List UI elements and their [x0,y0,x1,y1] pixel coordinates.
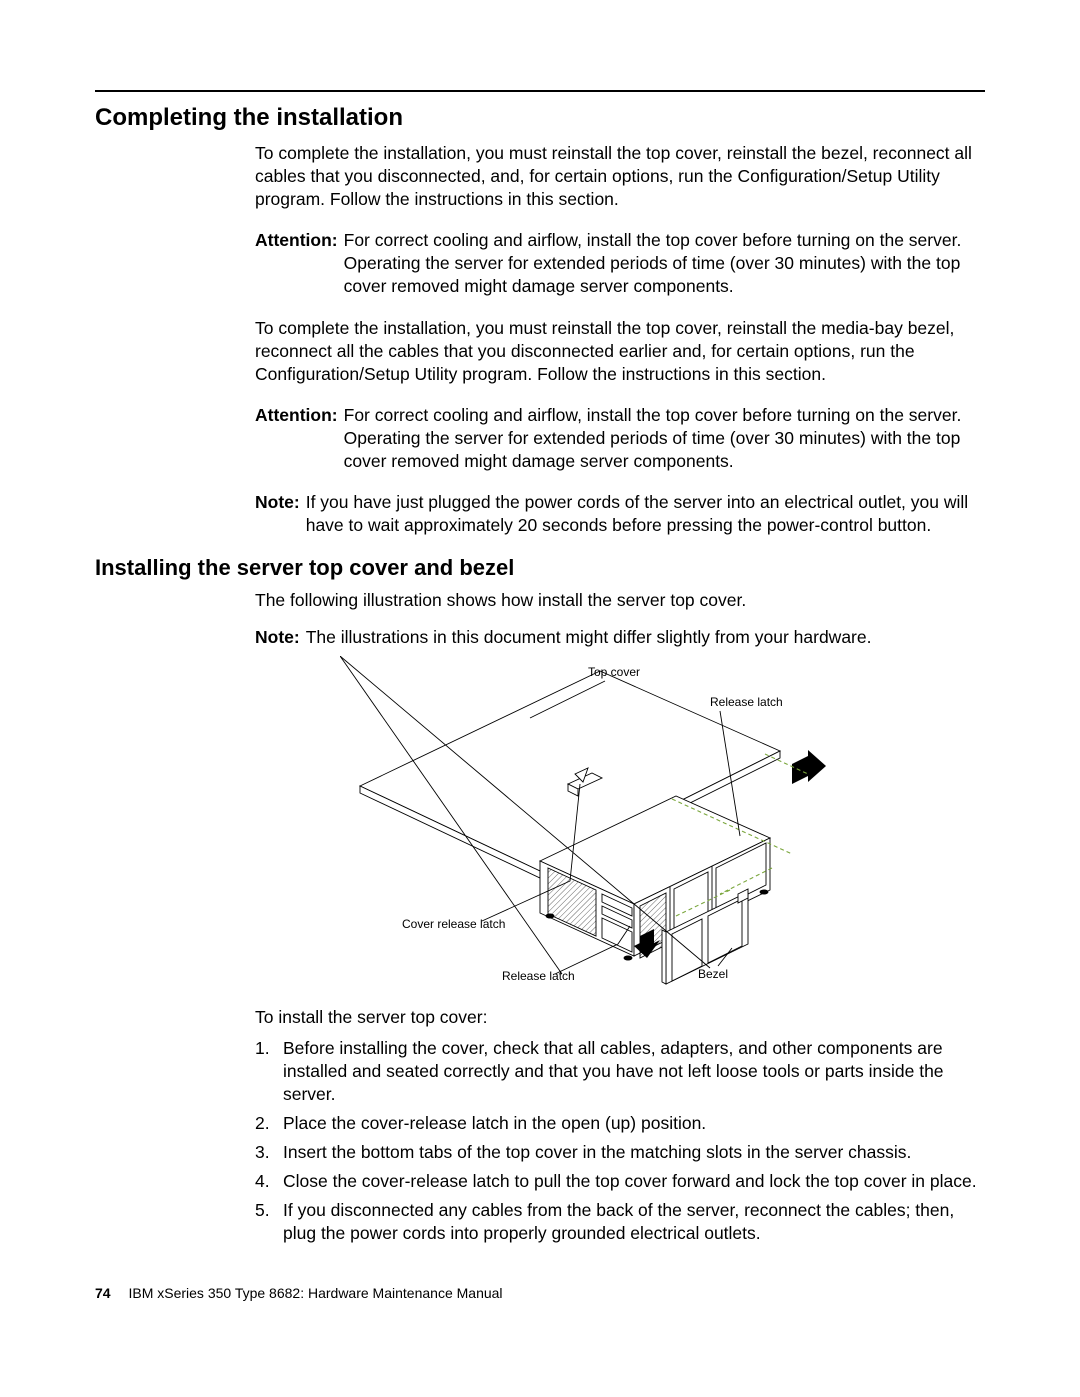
step-text: If you disconnected any cables from the … [283,1199,985,1245]
top-rule [95,90,985,92]
step-text: Insert the bottom tabs of the top cover … [283,1141,985,1164]
server-cover-figure: Top cover Release latch Cover release la… [255,656,985,996]
fig-label-top-cover: Top cover [588,665,640,679]
section1-p2: To complete the installation, you must r… [255,317,985,386]
step-text: Place the cover-release latch in the ope… [283,1112,985,1135]
fig-label-release-latch-top: Release latch [710,695,783,709]
attention-label: Attention: [255,404,338,473]
section1-attention-2: Attention: For correct cooling and airfl… [255,404,985,473]
step-number: 5. [255,1199,283,1245]
list-item: 1.Before installing the cover, check tha… [255,1037,985,1106]
section2-p2: To install the server top cover: [255,1006,985,1029]
footer-text: IBM xSeries 350 Type 8682: Hardware Main… [128,1285,502,1301]
page: Completing the installation To complete … [0,0,1080,1341]
note-text: If you have just plugged the power cords… [306,491,985,537]
section-title-completing: Completing the installation [95,104,985,132]
step-number: 1. [255,1037,283,1106]
attention-text: For correct cooling and airflow, install… [344,229,985,298]
fig-label-bezel: Bezel [698,967,728,981]
fig-label-cover-release-latch: Cover release latch [402,917,505,931]
section1-attention-1: Attention: For correct cooling and airfl… [255,229,985,298]
section2-body: The following illustration shows how ins… [255,589,985,1245]
note-label: Note: [255,491,300,537]
page-number: 74 [95,1285,111,1301]
list-item: 2.Place the cover-release latch in the o… [255,1112,985,1135]
section2-note-1: Note: The illustrations in this document… [255,626,985,649]
note-label: Note: [255,626,300,649]
list-item: 5.If you disconnected any cables from th… [255,1199,985,1245]
note-text: The illustrations in this document might… [306,626,985,649]
section-title-installing-cover: Installing the server top cover and beze… [95,555,985,581]
install-steps-list: 1.Before installing the cover, check tha… [255,1037,985,1246]
section2-p1: The following illustration shows how ins… [255,589,985,612]
step-number: 4. [255,1170,283,1193]
section1-body: To complete the installation, you must r… [255,142,985,537]
section1-note-1: Note: If you have just plugged the power… [255,491,985,537]
list-item: 4.Close the cover-release latch to pull … [255,1170,985,1193]
fig-label-release-latch-bottom: Release latch [502,969,575,983]
page-footer: 74 IBM xSeries 350 Type 8682: Hardware M… [95,1285,985,1301]
list-item: 3.Insert the bottom tabs of the top cove… [255,1141,985,1164]
attention-label: Attention: [255,229,338,298]
step-text: Close the cover-release latch to pull th… [283,1170,985,1193]
attention-text: For correct cooling and airflow, install… [344,404,985,473]
section1-p1: To complete the installation, you must r… [255,142,985,211]
step-text: Before installing the cover, check that … [283,1037,985,1106]
step-number: 2. [255,1112,283,1135]
step-number: 3. [255,1141,283,1164]
